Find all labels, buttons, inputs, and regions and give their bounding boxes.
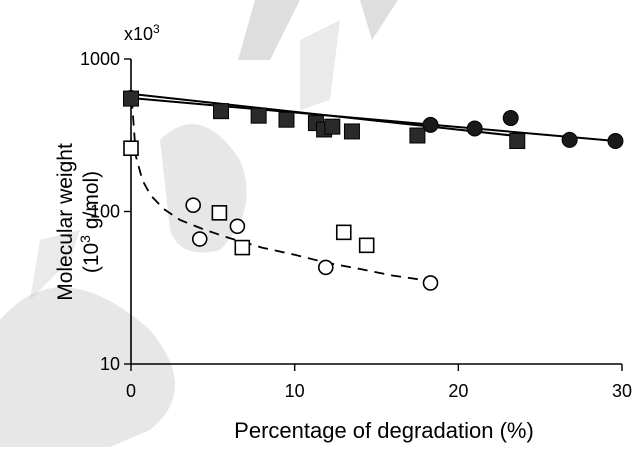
data-points bbox=[123, 89, 624, 291]
y-tick-label: 100 bbox=[90, 202, 120, 222]
filled-circle-point bbox=[422, 116, 439, 133]
filled-square-point bbox=[278, 111, 295, 128]
open-square-point bbox=[335, 224, 352, 241]
filled-square-point bbox=[213, 103, 230, 120]
fit-lines bbox=[130, 92, 616, 282]
y-axis-label-line2: (103 g/mol) bbox=[77, 171, 103, 273]
filled-circle-point bbox=[561, 131, 578, 148]
x-tick-label: 20 bbox=[448, 381, 468, 401]
watermark-stroke bbox=[30, 230, 80, 300]
filled-square-point bbox=[409, 127, 426, 144]
y-axis-label-line1: Molecular weight bbox=[54, 143, 77, 301]
watermark-stroke bbox=[300, 20, 340, 110]
watermark-stroke bbox=[238, 0, 300, 60]
y-tick-label: 1000 bbox=[80, 49, 120, 69]
y-multiplier-label: x103 bbox=[124, 22, 160, 44]
open-circle-point bbox=[185, 197, 201, 213]
filled-square-point bbox=[343, 123, 360, 140]
filled-circle-point bbox=[466, 120, 483, 137]
x-tick-label: 30 bbox=[612, 381, 632, 401]
fit-line-dashed bbox=[130, 98, 431, 282]
axes: 0 10 20 30 10 100 1000 bbox=[80, 49, 632, 401]
y-tick-label: 10 bbox=[100, 354, 120, 374]
watermark-stroke bbox=[360, 0, 398, 40]
open-square-point bbox=[211, 205, 228, 221]
open-circle-point bbox=[229, 218, 246, 235]
open-circle-point bbox=[191, 231, 208, 247]
open-circle-point bbox=[422, 275, 439, 291]
filled-square-point bbox=[250, 107, 267, 124]
y-axis-label: Molecular weight (103 g/mol) bbox=[54, 143, 103, 301]
x-tick-label: 0 bbox=[126, 381, 136, 401]
filled-circle-point bbox=[607, 132, 624, 149]
watermark-stroke bbox=[0, 287, 175, 447]
fit-line-solid bbox=[130, 92, 518, 138]
filled-square-point bbox=[324, 118, 341, 135]
filled-square-point bbox=[509, 132, 526, 149]
filled-circle-point bbox=[502, 110, 519, 127]
open-square-point bbox=[358, 237, 375, 254]
open-circle-point bbox=[317, 259, 334, 276]
x-tick-label: 10 bbox=[285, 381, 305, 401]
axis-labels: x103 Percentage of degradation (%) Molec… bbox=[54, 22, 534, 443]
filled-square-point bbox=[123, 90, 139, 107]
x-axis-label: Percentage of degradation (%) bbox=[234, 418, 534, 443]
open-square-point bbox=[234, 239, 251, 256]
open-square-point bbox=[123, 140, 139, 157]
